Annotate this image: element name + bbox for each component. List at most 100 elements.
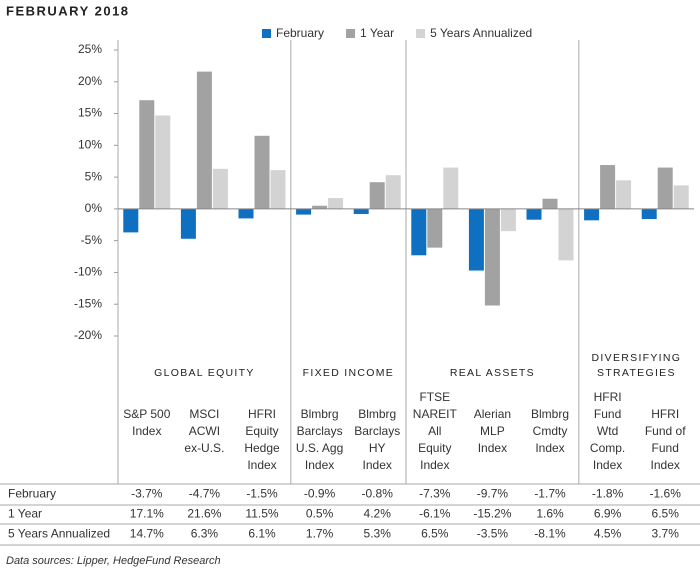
bar [353,208,369,214]
bar [484,208,500,306]
category-label: HFRI [594,390,622,404]
legend-label: 5 Years Annualized [430,26,532,40]
y-tick-label: -10% [74,265,102,279]
table-cell: 6.9% [594,507,622,521]
bar [616,180,632,209]
category-label: S&P 500 [123,407,170,421]
y-tick-label: 20% [78,74,102,88]
bar [641,208,657,220]
table-cell: 6.5% [652,507,680,521]
bar [369,182,385,209]
table-cell: 1.7% [306,527,334,541]
bar [443,167,459,209]
group-label: DIVERSIFYING [592,352,682,364]
bar [584,208,600,221]
bar [139,100,155,209]
bar [526,208,542,220]
y-tick-label: 10% [78,138,102,152]
row-label: 5 Years Annualized [8,527,110,541]
category-label: Index [420,458,449,472]
category-label: Cmdty [533,424,568,438]
category-label: Index [478,441,507,455]
table-cell: 4.2% [364,507,392,521]
category-label: Equity [418,441,451,455]
table-cell: 21.6% [187,507,221,521]
table-cell: 5.3% [364,527,392,541]
category-label: Blmbrg [531,407,569,421]
legend-label: February [276,26,324,40]
table-cell: 11.5% [245,507,278,521]
category-label: Blmbrg [358,407,396,421]
table-cell: 3.7% [652,527,680,541]
bar [542,198,558,209]
bar [238,208,254,219]
category-label: Fund [652,441,679,455]
table-cell: -3.5% [477,527,509,541]
category-label: FTSE [419,390,450,404]
row-label: February [8,487,56,501]
row-label: 1 Year [8,507,42,521]
category-label: Index [651,458,680,472]
category-label: Blmbrg [301,407,339,421]
table-cell: 4.5% [594,527,622,541]
bar [312,205,328,209]
footnote: Data sources: Lipper, HedgeFund Research [6,555,221,567]
category-label: U.S. Agg [296,441,343,455]
table-cell: 6.1% [248,527,276,541]
bar [600,165,616,209]
table-cell: -15.2% [473,507,511,521]
category-label: MSCI [189,407,219,421]
bar [558,208,574,261]
legend-label: 1 Year [360,26,394,40]
table-cell: -1.5% [246,487,278,501]
table-cell: 6.5% [421,527,449,541]
category-label: Barclays [354,424,400,438]
category-label: Comp. [590,441,625,455]
category-label: Equity [245,424,278,438]
bar [500,208,516,232]
legend-swatch [346,29,356,38]
category-label: Wtd [597,424,618,438]
bar [328,198,344,209]
group-label: STRATEGIES [597,367,676,379]
table-cell: -1.7% [534,487,566,501]
category-label: HY [369,441,386,455]
category-label: HFRI [651,407,679,421]
table-cell: 14.7% [130,527,164,541]
table-cell: -9.7% [477,487,509,501]
bar [180,208,196,239]
group-label: REAL ASSETS [450,367,535,379]
table-cell: -0.9% [304,487,336,501]
y-tick-label: 15% [78,106,102,120]
category-label: Index [363,458,392,472]
y-tick-label: -20% [74,328,102,342]
table-cell: -4.7% [189,487,221,501]
chart-title: FEBRUARY 2018 [6,3,130,18]
category-label: All [428,424,441,438]
y-tick-label: -15% [74,296,102,310]
category-label: Barclays [297,424,343,438]
category-label: Index [535,441,564,455]
bar [212,168,228,209]
table-cell: 6.3% [191,527,219,541]
legend-swatch [262,29,271,38]
bar [673,185,689,209]
table-cell: -1.6% [650,487,682,501]
y-tick-label: -5% [81,233,103,247]
category-label: NAREIT [413,407,458,421]
category-label: Index [305,458,334,472]
table-cell: -8.1% [534,527,566,541]
group-label: GLOBAL EQUITY [154,367,255,379]
category-label: Hedge [244,441,280,455]
table-cell: -3.7% [131,487,163,501]
bar [468,208,484,271]
bar [254,135,270,209]
category-label: Index [132,424,161,438]
y-tick-label: 0% [85,201,103,215]
category-label: Fund [594,407,621,421]
bar [296,208,312,215]
bar [427,208,443,248]
category-label: Fund of [645,424,686,438]
category-label: ACWI [189,424,220,438]
